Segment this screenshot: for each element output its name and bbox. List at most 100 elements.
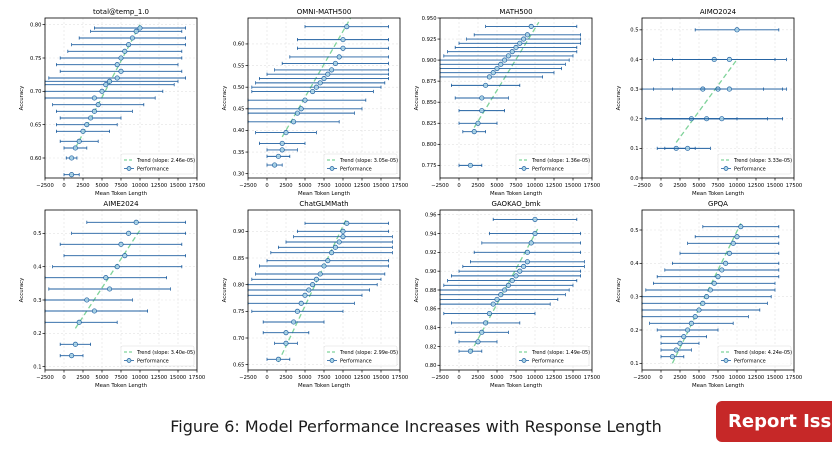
data-point	[56, 62, 179, 68]
point-marker	[275, 153, 281, 159]
legend-trend-label: Trend (slope: 2.46e-05)	[136, 158, 195, 164]
data-point	[251, 88, 374, 95]
point-marker	[298, 300, 304, 306]
point-marker	[685, 145, 691, 151]
legend-box	[323, 153, 398, 175]
legend-performance-marker	[126, 166, 132, 171]
point-marker	[133, 28, 139, 34]
legend-trend-label: Trend (slope: 2.99e-05)	[339, 350, 398, 356]
data-point	[653, 280, 776, 286]
point-marker	[483, 82, 489, 88]
y-tick-label: 0.40	[233, 128, 245, 134]
x-axis-label: Mean Token Length	[298, 383, 350, 389]
x-tick-label: 2500	[673, 183, 686, 189]
legend-box	[120, 345, 195, 367]
point-marker	[325, 71, 331, 77]
y-tick-label: 0.3	[630, 87, 638, 93]
point-marker	[294, 110, 300, 116]
y-tick-label: 0.5	[630, 28, 638, 34]
point-marker	[471, 129, 477, 135]
legend: Trend (slope: 2.46e-05) Performance	[120, 153, 195, 175]
trend-line	[671, 223, 742, 364]
data-point	[694, 234, 780, 240]
chart-aimo2024: −2500 0 2500 5000 7500 10000 12500 15000 17500 0.…	[616, 8, 802, 197]
data-point	[439, 292, 566, 298]
x-tick-label: 7500	[509, 183, 522, 189]
x-tick-label: 12500	[354, 375, 371, 381]
data-point	[255, 130, 317, 136]
chart-math500: −2500 0 2500 5000 7500 10000 12500 15000 17500 0.…	[414, 8, 600, 197]
x-tick-label: 12500	[748, 375, 765, 381]
legend-box	[717, 153, 792, 175]
point-marker	[126, 42, 132, 48]
legend-trend-label: Trend (slope: 3.05e-05)	[339, 158, 398, 164]
x-tick-label: 12500	[748, 183, 765, 189]
point-marker	[317, 80, 323, 86]
point-marker	[696, 307, 702, 313]
point-marker	[310, 282, 316, 288]
legend: Trend (slope: 1.49e-05) Performance	[515, 345, 590, 367]
x-tick-label: 0	[265, 375, 268, 381]
data-point	[90, 28, 183, 34]
data-point	[251, 308, 344, 314]
x-tick-label: 17500	[392, 375, 409, 381]
data-point	[462, 129, 487, 135]
data-point	[52, 264, 183, 270]
x-tick-label: 7500	[317, 183, 330, 189]
x-tick-label: 2500	[471, 375, 484, 381]
data-point	[59, 55, 183, 61]
legend: Trend (slope: 4.24e-05) Performance	[717, 345, 792, 367]
chart-title: GPQA	[708, 200, 728, 208]
x-tick-label: 7500	[114, 183, 127, 189]
x-tick-label: −2500	[36, 183, 54, 189]
x-tick-label: −2500	[431, 183, 449, 189]
data-point	[86, 219, 187, 225]
legend-trend-label: Trend (slope: 1.49e-05)	[531, 350, 590, 356]
x-axis-label: Mean Token Length	[95, 191, 147, 197]
trend-line	[675, 59, 738, 143]
report-issue-button[interactable]: Report Issue	[716, 401, 832, 442]
x-tick-label: 15000	[373, 375, 390, 381]
y-tick-label: 0.96	[425, 213, 437, 219]
x-tick-label: 15000	[170, 375, 187, 381]
point-marker	[669, 354, 675, 360]
point-marker	[521, 263, 527, 270]
y-tick-label: 0.94	[425, 231, 437, 237]
data-point	[660, 340, 700, 346]
trend-line	[473, 21, 540, 128]
point-marker	[122, 253, 128, 259]
legend-performance-label: Performance	[734, 167, 766, 173]
x-tick-label: 0	[457, 375, 460, 381]
data-point	[656, 327, 719, 333]
y-tick-label: 0.85	[233, 256, 245, 262]
y-tick-label: 0.75	[30, 56, 42, 62]
data-point	[304, 24, 390, 30]
data-point	[450, 82, 521, 88]
data-point	[458, 339, 498, 345]
y-tick-label: 0.850	[422, 100, 437, 106]
x-tick-label: 2500	[76, 183, 89, 189]
data-point	[481, 240, 581, 246]
x-tick-label: 12500	[354, 183, 371, 189]
point-marker	[490, 301, 496, 307]
x-tick-label: 5000	[298, 375, 311, 381]
y-tick-label: 0.825	[422, 121, 437, 127]
data-point	[67, 48, 183, 54]
figure-grid: −2500 0 2500 5000 7500 10000 12500 15000 175000.…	[19, 8, 802, 389]
x-tick-label: 15000	[565, 375, 582, 381]
data-point	[702, 224, 780, 230]
x-tick-label: 10000	[729, 183, 746, 189]
data-point	[270, 250, 393, 256]
data-point	[44, 319, 118, 325]
data-point	[462, 263, 585, 270]
point-marker	[84, 297, 90, 303]
trend-line	[281, 17, 352, 138]
data-point	[71, 42, 187, 48]
point-marker	[332, 244, 338, 250]
x-tick-label: 10000	[335, 183, 352, 189]
data-point	[645, 287, 776, 293]
legend-performance-label: Performance	[532, 167, 564, 173]
data-point	[56, 128, 110, 134]
legend-performance-label: Performance	[137, 167, 169, 173]
x-tick-label: 2500	[76, 375, 89, 381]
